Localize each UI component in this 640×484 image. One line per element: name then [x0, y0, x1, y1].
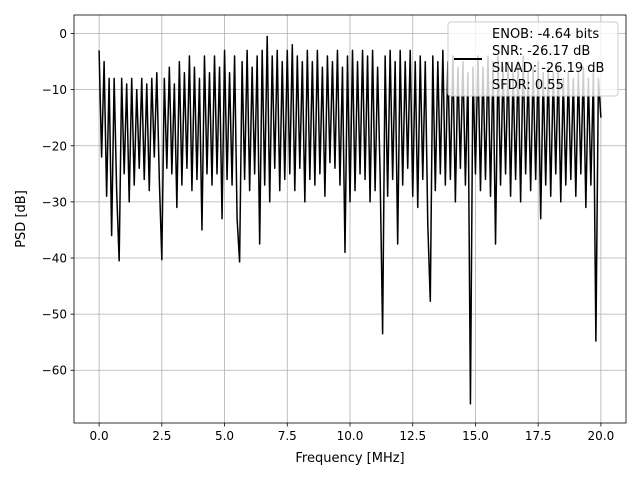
x-tick-label: 15.0	[462, 429, 489, 443]
legend: ENOB: -4.64 bits SNR: -26.17 dB SINAD: -…	[447, 21, 619, 97]
tick-layer: 0.0 2.5 5.0 7.5 10.0 12.5 15.0 17.5 20.0 0 −10 −20 −…	[42, 27, 615, 443]
legend-box	[447, 21, 619, 97]
x-axis-label: Frequency [MHz]	[295, 451, 404, 466]
x-tick-label: 5.0	[215, 429, 234, 443]
y-tick-label: −40	[42, 252, 67, 266]
legend-snr: SNR: -26.17 dB	[492, 44, 590, 59]
y-tick-label: −30	[42, 195, 67, 209]
x-tick-label: 2.5	[152, 429, 171, 443]
x-tick-label: 17.5	[525, 429, 552, 443]
y-tick-label: 0	[59, 27, 67, 41]
x-tick-label: 0.0	[90, 429, 109, 443]
x-tick-label: 12.5	[399, 429, 426, 443]
series-layer	[98, 35, 602, 405]
x-tick-label: 10.0	[337, 429, 364, 443]
legend-sfdr: SFDR: 0.55	[492, 78, 564, 93]
legend-enob: ENOB: -4.64 bits	[492, 27, 599, 42]
y-tick-label: −10	[42, 83, 67, 97]
y-tick-label: −20	[42, 139, 67, 153]
y-axis-label: PSD [dB]	[14, 190, 29, 248]
y-tick-label: −50	[42, 308, 67, 322]
x-tick-label: 20.0	[588, 429, 615, 443]
y-tick-label: −60	[42, 364, 67, 378]
legend-sinad: SINAD: -26.19 dB	[492, 61, 604, 76]
x-tick-label: 7.5	[278, 429, 297, 443]
psd-series-line	[98, 35, 602, 405]
